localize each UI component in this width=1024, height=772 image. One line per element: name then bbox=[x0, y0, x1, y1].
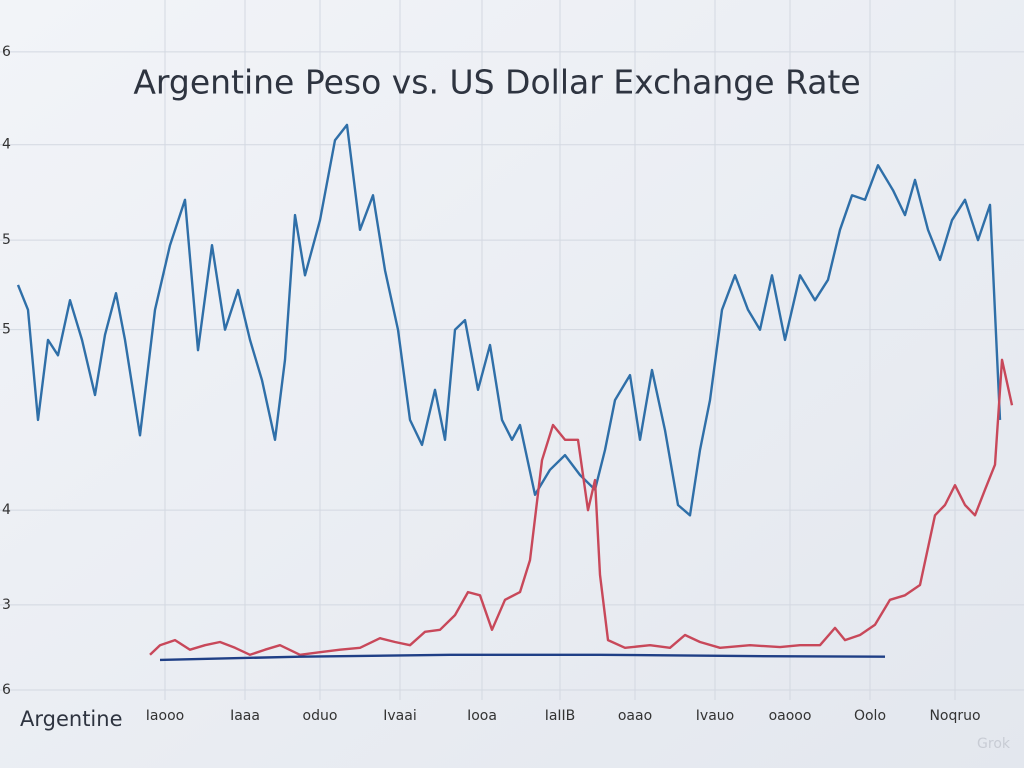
x-tick-label: IaIIB bbox=[545, 708, 576, 724]
series-line bbox=[159, 653, 886, 662]
series-line bbox=[16, 123, 1002, 517]
x-tick-label: Iooa bbox=[467, 708, 497, 724]
y-tick-label: 4 bbox=[2, 502, 11, 518]
x-tick-label: Ivauo bbox=[696, 708, 734, 724]
x-tick-label: oaooo bbox=[769, 708, 812, 724]
x-tick-label: oduo bbox=[303, 708, 338, 724]
y-tick-label: 3 bbox=[2, 597, 11, 613]
y-tick-label: 4 bbox=[2, 137, 11, 153]
chart-title: Argentine Peso vs. US Dollar Exchange Ra… bbox=[133, 63, 860, 102]
y-tick-label: 6 bbox=[2, 44, 11, 60]
x-tick-label: Noqruo bbox=[929, 708, 980, 724]
x-tick-label: Iaaa bbox=[230, 708, 260, 724]
x-tick-label: Oolo bbox=[854, 708, 886, 724]
x-tick-label: oaao bbox=[618, 708, 652, 724]
corner-label: Argentine bbox=[20, 707, 123, 731]
x-tick-label: Iaooo bbox=[146, 708, 184, 724]
series-line bbox=[149, 358, 1014, 656]
x-tick-label: Ivaai bbox=[383, 708, 416, 724]
y-tick-label: 6 bbox=[2, 682, 11, 698]
y-tick-label: 5 bbox=[2, 232, 11, 248]
y-tick-label: 5 bbox=[2, 322, 11, 338]
watermark: Grok bbox=[977, 736, 1011, 752]
